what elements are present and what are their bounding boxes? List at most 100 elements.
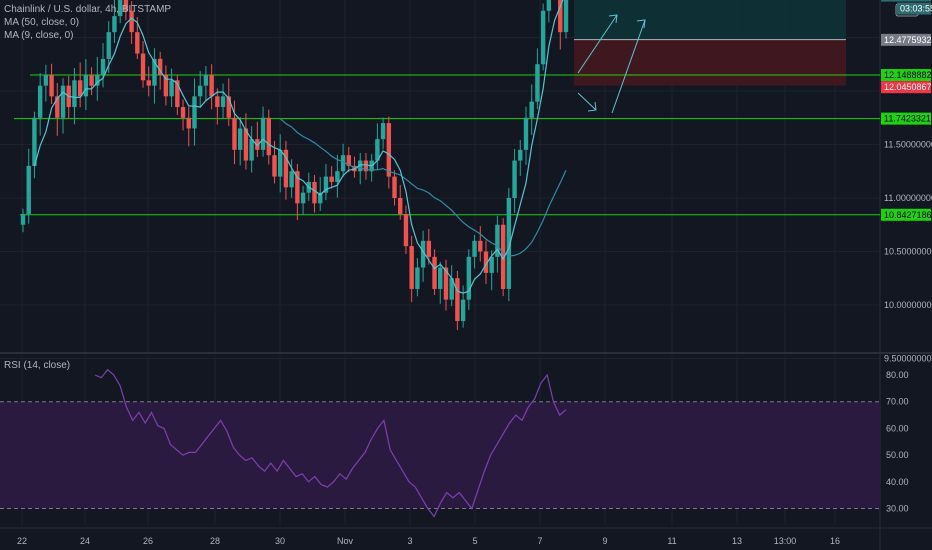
candle <box>432 256 437 289</box>
candle <box>123 0 129 11</box>
candle <box>238 128 243 150</box>
candle <box>157 58 163 75</box>
candle <box>546 0 552 11</box>
candle <box>232 117 237 150</box>
candle <box>20 214 26 225</box>
candle <box>518 149 523 161</box>
price-tag-bg <box>881 0 931 2</box>
price-tag-label: 03:03:55 <box>900 4 932 14</box>
candle <box>506 198 512 289</box>
rsi-legend[interactable]: RSI (14, close) <box>4 360 71 371</box>
candle <box>478 240 483 252</box>
candle <box>60 85 66 118</box>
price-tag-bg <box>881 69 931 82</box>
price-tag-bg <box>881 208 931 221</box>
candle <box>300 192 306 204</box>
candle <box>340 155 346 172</box>
candle <box>375 139 380 161</box>
ma9-line <box>33 0 564 294</box>
price-tick-label: 10.00000000 <box>884 300 932 310</box>
candle <box>283 149 289 188</box>
price-tag-label: 12.14888829 <box>884 70 932 80</box>
candle <box>203 74 209 86</box>
ma50-line <box>279 118 567 257</box>
candle <box>483 251 489 273</box>
candle <box>529 101 534 118</box>
candle <box>535 64 540 102</box>
candle <box>312 181 317 204</box>
candle <box>106 32 111 59</box>
candle <box>180 107 186 118</box>
candle <box>489 256 494 273</box>
rsi-tick-label: 30.00 <box>886 504 909 514</box>
candle <box>455 278 460 322</box>
candle <box>266 117 271 156</box>
candle <box>278 149 283 177</box>
candle <box>500 224 506 289</box>
time-tick-label: 13 <box>732 536 742 546</box>
candle <box>260 117 266 150</box>
price-axis: 14.0000000011.5000000011.0000000010.5000… <box>881 0 932 364</box>
candle <box>175 80 180 108</box>
arrow-down <box>577 92 597 111</box>
candle <box>72 80 77 108</box>
candle <box>403 214 409 247</box>
rsi-axis: 80.00 70.00 60.00 50.00 40.00 30.00 <box>886 370 909 514</box>
candles <box>20 0 569 330</box>
price-tag-label: 12.47759324 <box>884 35 932 45</box>
candle <box>209 74 214 97</box>
candle <box>43 74 49 86</box>
price-tag-bg <box>897 2 931 15</box>
candle <box>226 96 231 118</box>
rsi-tick-label: 80.00 <box>886 370 909 380</box>
candle <box>140 53 146 81</box>
candle <box>472 240 477 257</box>
candle <box>32 117 37 166</box>
ma50-legend[interactable]: MA (50, close, 0) <box>4 17 80 28</box>
candle <box>363 160 369 172</box>
candle <box>89 74 94 86</box>
candle <box>197 85 203 97</box>
candle <box>77 80 83 97</box>
candle <box>117 0 123 17</box>
loss-zone <box>574 39 846 86</box>
price-tag-label: 12.92000000 <box>884 0 932 1</box>
ma9-legend[interactable]: MA (9, close, 0) <box>4 30 74 41</box>
rsi-tick-label: 50.00 <box>886 450 909 460</box>
arrow-head <box>636 19 646 29</box>
candle <box>449 278 454 300</box>
projection-arrows <box>577 14 646 114</box>
profit-zone <box>574 0 846 40</box>
candle <box>26 165 31 215</box>
time-tick-label: 7 <box>537 536 542 546</box>
chart-title[interactable]: Chainlink / U.S. dollar, 4h, BITSTAMP <box>4 4 172 15</box>
candle <box>243 128 249 161</box>
candle <box>466 256 472 300</box>
candle <box>55 96 60 118</box>
candle <box>415 267 420 289</box>
candle <box>392 176 397 198</box>
candle <box>192 96 197 129</box>
time-tick-label: 16 <box>830 536 840 546</box>
candle <box>346 155 351 166</box>
candle <box>512 160 517 198</box>
candle <box>129 10 134 33</box>
candle <box>386 123 392 177</box>
price-tag-label: 10.84271861 <box>884 210 932 220</box>
time-axis: 22 24 26 28 30 Nov 3 5 7 9 11 13 13:00 16 <box>17 536 840 546</box>
arrow-up-1 <box>577 14 618 74</box>
candle <box>335 171 340 182</box>
candle <box>460 299 466 322</box>
candle <box>272 155 277 177</box>
price-tick-label: 9.50000000 <box>884 354 932 364</box>
price-tick-label: 11.50000000 <box>884 140 932 150</box>
candle <box>409 246 414 289</box>
candle <box>329 176 334 182</box>
time-tick-label: 28 <box>210 536 220 546</box>
rsi-tick-label: 40.00 <box>886 477 909 487</box>
candle <box>438 267 443 289</box>
price-tick-label: 10.50000000 <box>884 247 932 257</box>
price-tag-label: 12.04508673 <box>884 82 932 92</box>
time-tick-label: 3 <box>407 536 412 546</box>
